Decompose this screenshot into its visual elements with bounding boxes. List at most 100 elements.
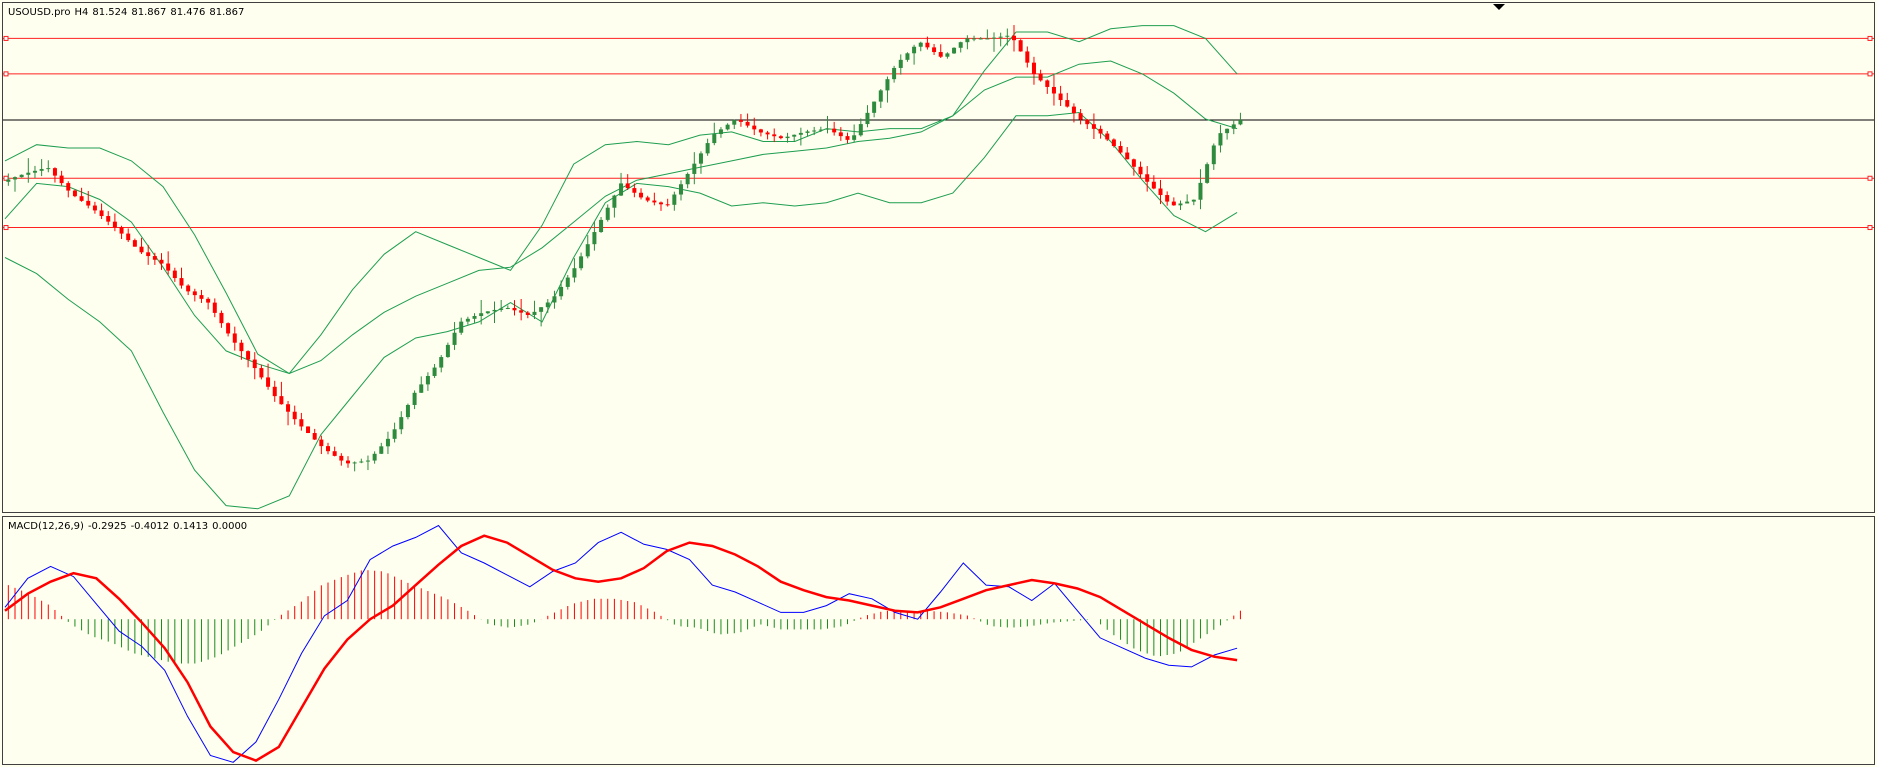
candle-bearish — [172, 270, 177, 279]
candle-bullish — [492, 309, 497, 312]
candle-bearish — [106, 216, 111, 222]
candle-bearish — [1165, 195, 1170, 202]
candle-bullish — [678, 184, 683, 195]
candle-bearish — [226, 323, 231, 334]
candle-bearish — [1111, 139, 1116, 146]
price-chart-svg[interactable] — [3, 3, 1874, 512]
macd-title: MACD(12,26,9) — [8, 521, 84, 532]
candle-bullish — [572, 268, 577, 278]
macd-value: -0.2925 — [87, 521, 127, 532]
candle-bullish — [419, 384, 424, 393]
candle-bullish — [865, 112, 870, 125]
candle-bullish — [972, 38, 977, 40]
close-value: 81.867 — [209, 7, 245, 18]
candle-bearish — [1011, 35, 1016, 41]
price-chart-pane[interactable]: USOUSD.pro H4 81.524 81.867 81.476 81.867 — [2, 2, 1875, 513]
candle-bearish — [266, 377, 271, 387]
candle-bearish — [632, 188, 637, 193]
macd-line — [4, 524, 1238, 763]
candle-bullish — [858, 124, 863, 136]
macd-chart-svg[interactable] — [3, 517, 1874, 764]
open-value: 81.524 — [92, 7, 128, 18]
candle-bearish — [519, 310, 524, 313]
level-handle-right — [1867, 71, 1873, 77]
candle-bearish — [738, 120, 743, 122]
histogram-value: 0.1413 — [173, 521, 209, 532]
candle-bearish — [1038, 73, 1043, 81]
signal-value: -0.4012 — [130, 521, 170, 532]
candle-bearish — [838, 132, 843, 137]
candle-bearish — [319, 439, 324, 447]
macd-header: MACD(12,26,9) -0.2925 -0.4012 0.1413 0.0000 — [8, 521, 251, 532]
candle-bearish — [1085, 119, 1090, 125]
candle-bearish — [1078, 113, 1083, 120]
candle-bullish — [452, 332, 457, 345]
candle-bullish — [505, 307, 510, 309]
candle-bearish — [1131, 159, 1136, 167]
candle-bullish — [499, 308, 504, 310]
candle-bullish — [1231, 124, 1236, 129]
bollinger-lower-band — [4, 111, 1238, 510]
candle-bullish — [532, 311, 537, 315]
candle-bearish — [525, 312, 530, 315]
candle-bearish — [312, 433, 317, 440]
candle-bearish — [659, 202, 664, 205]
candle-bullish — [539, 307, 544, 312]
shift-marker-icon[interactable] — [1493, 4, 1505, 10]
candle-bearish — [246, 351, 251, 360]
level-handle-left — [3, 71, 9, 77]
candle-bullish — [565, 277, 570, 287]
candle-bullish — [1238, 120, 1243, 125]
candle-bearish — [139, 246, 144, 253]
high-value: 81.867 — [131, 7, 167, 18]
candle-bullish — [685, 173, 690, 185]
candle-bearish — [832, 128, 837, 133]
candle-bullish — [445, 344, 450, 358]
candle-bullish — [912, 46, 917, 54]
candle-bullish — [892, 67, 897, 80]
candle-bullish — [792, 134, 797, 137]
candle-bearish — [239, 342, 244, 352]
candle-bearish — [152, 256, 157, 260]
candle-bullish — [385, 438, 390, 447]
level-handle-right — [1867, 35, 1873, 41]
candle-bullish — [818, 129, 823, 131]
candle-bullish — [1211, 145, 1216, 165]
candle-bearish — [292, 411, 297, 420]
candle-bullish — [998, 36, 1003, 38]
candle-bullish — [545, 302, 550, 308]
candle-bullish — [918, 42, 923, 47]
candle-bearish — [925, 42, 930, 48]
candle-bearish — [92, 205, 97, 211]
candle-bullish — [705, 143, 710, 154]
candle-bearish — [299, 419, 304, 427]
candle-bearish — [112, 221, 117, 228]
candle-bearish — [159, 259, 164, 264]
candle-bullish — [12, 177, 17, 180]
candle-bullish — [692, 163, 697, 174]
candle-bearish — [306, 426, 311, 434]
candle-bullish — [465, 318, 470, 322]
candle-bearish — [1158, 188, 1163, 196]
candle-bearish — [192, 291, 197, 296]
candle-bullish — [459, 321, 464, 333]
candle-bullish — [612, 195, 617, 208]
candle-bullish — [365, 460, 370, 462]
candle-bearish — [932, 47, 937, 53]
candle-bullish — [785, 136, 790, 139]
candle-bearish — [286, 404, 291, 412]
candle-bullish — [592, 232, 597, 245]
candle-bearish — [778, 136, 783, 139]
candle-bullish — [905, 53, 910, 60]
macd-pane[interactable]: MACD(12,26,9) -0.2925 -0.4012 0.1413 0.0000 — [2, 516, 1875, 765]
candle-bearish — [259, 368, 264, 378]
candle-bullish — [985, 38, 990, 40]
candle-bullish — [725, 124, 730, 130]
candle-bullish — [599, 219, 604, 233]
candle-bullish — [798, 132, 803, 135]
candle-bearish — [86, 200, 91, 206]
candle-bearish — [1145, 174, 1150, 182]
candle-bullish — [585, 244, 590, 257]
candle-bearish — [665, 204, 670, 206]
candle-bullish — [672, 194, 677, 205]
